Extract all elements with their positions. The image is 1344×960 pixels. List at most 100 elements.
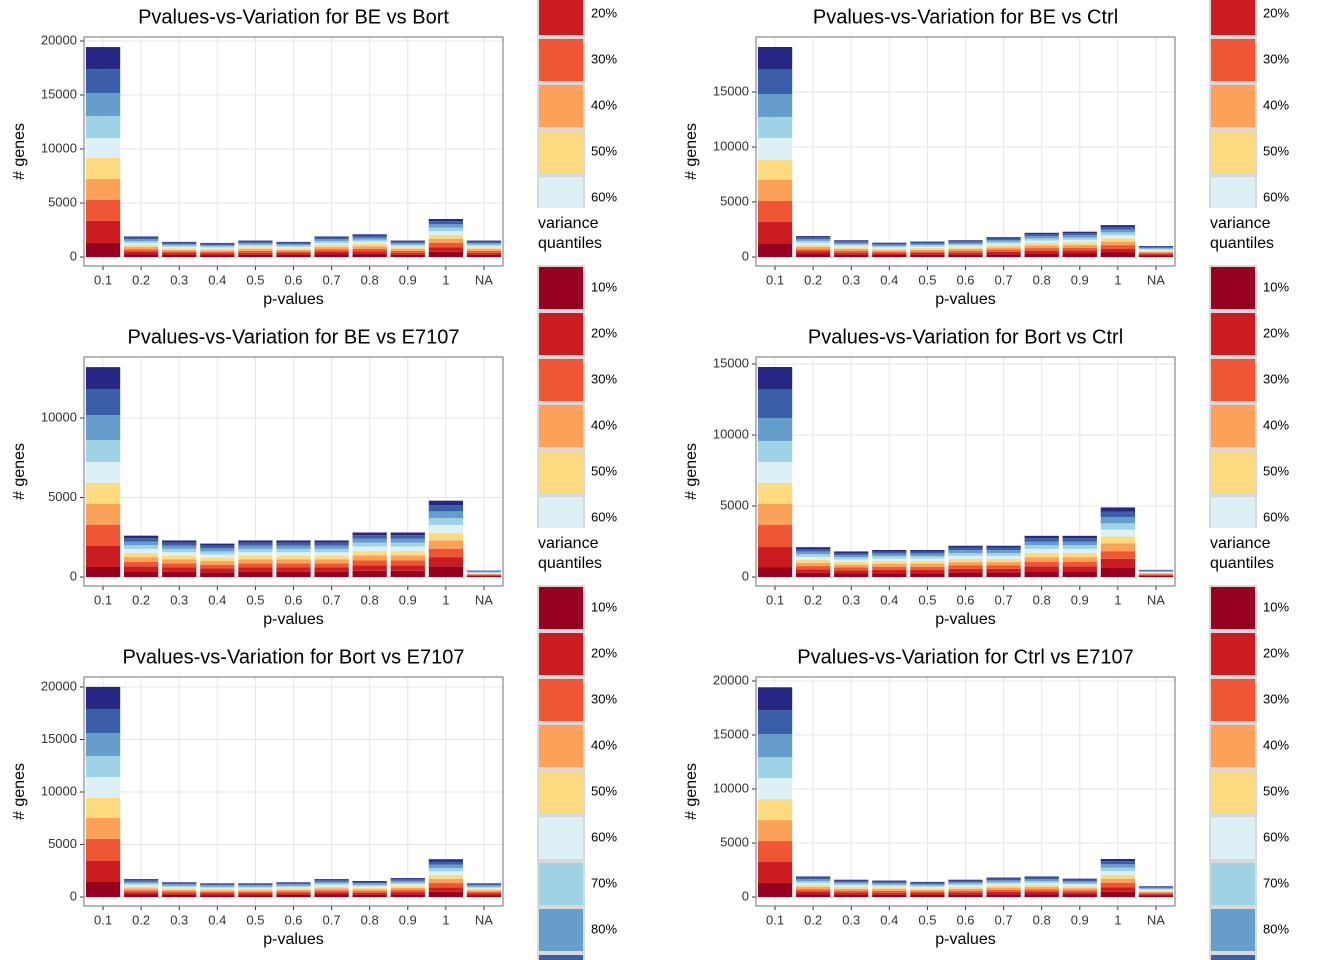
y-tick-label: 0 xyxy=(70,248,77,263)
bar-segment xyxy=(276,245,311,247)
bar-segment xyxy=(162,545,197,549)
chart-title: Pvalues-vs-Variation for Ctrl vs E7107 xyxy=(797,646,1133,668)
bar-segment xyxy=(948,555,983,559)
legend-key xyxy=(1209,449,1257,495)
plot-border xyxy=(755,36,1176,267)
x-axis-title: p-values xyxy=(263,291,323,308)
bar-segment xyxy=(238,890,273,892)
bar-segment xyxy=(200,255,235,258)
y-tick-label: 0 xyxy=(742,248,749,263)
bar-segment xyxy=(352,891,387,893)
bar-segment xyxy=(910,254,945,258)
x-tick-label: 0.6 xyxy=(284,272,302,287)
bar-segment xyxy=(390,570,425,578)
bar-segment xyxy=(1024,535,1059,539)
bar-segment xyxy=(986,547,1021,551)
bar-segment xyxy=(757,710,793,735)
x-tick-label: 0.2 xyxy=(804,592,822,607)
bar-segment xyxy=(1138,255,1174,258)
bar-segment xyxy=(466,252,502,255)
legend-label: 30% xyxy=(591,51,617,66)
bar-segment xyxy=(872,887,907,890)
bar-segment xyxy=(428,867,464,872)
bar-segment xyxy=(466,891,502,894)
x-tick-label: 0.2 xyxy=(132,592,150,607)
bar-segment xyxy=(757,482,793,505)
bar-segment xyxy=(834,240,869,242)
bar-segment xyxy=(948,547,983,551)
bar-segment xyxy=(85,220,121,243)
bar-segment xyxy=(1138,248,1174,250)
legend-key xyxy=(1209,129,1257,175)
x-tick-label: 0.2 xyxy=(132,272,150,287)
bar-segment xyxy=(1100,543,1136,552)
bar-segment xyxy=(948,565,983,569)
bar-segment xyxy=(276,249,311,252)
bar-segment xyxy=(390,546,425,552)
legend-key xyxy=(1209,815,1257,861)
bar-segment xyxy=(872,573,907,577)
bar-segment xyxy=(466,249,502,251)
bar-segment xyxy=(466,576,502,578)
bar-segment xyxy=(834,559,869,563)
bar-segment xyxy=(314,894,349,898)
bar-segment xyxy=(795,891,831,895)
bar-segment xyxy=(872,247,907,249)
bar-segment xyxy=(162,563,197,568)
bar-segment xyxy=(757,69,793,94)
bar-segment xyxy=(466,572,502,573)
bar-segment xyxy=(428,525,464,533)
bar-segment xyxy=(238,545,273,549)
legend-key xyxy=(1209,0,1257,37)
bar-segment xyxy=(1138,246,1174,248)
bar-segment xyxy=(123,883,159,885)
bar-segment xyxy=(1138,573,1174,575)
bar-segment xyxy=(238,885,273,887)
bar-segment xyxy=(1062,247,1097,251)
bar-segment xyxy=(466,573,502,575)
bar-segment xyxy=(1138,575,1174,577)
x-tick-label: 0.1 xyxy=(94,272,112,287)
bar-segment xyxy=(314,886,349,889)
bar-segment xyxy=(390,241,425,243)
y-tick-label: 0 xyxy=(742,568,749,583)
bar-segment xyxy=(238,567,273,572)
legend-title: variance quantiles xyxy=(538,535,603,572)
bar-segment xyxy=(795,556,831,560)
bar-segment xyxy=(1100,241,1136,246)
legend-key xyxy=(1209,631,1257,677)
bar-segment xyxy=(1100,523,1136,530)
bar-segment xyxy=(85,838,121,861)
bar-segment xyxy=(200,244,235,247)
x-tick-label: 0.4 xyxy=(208,912,226,927)
bar-segment xyxy=(200,568,235,573)
bar-segment xyxy=(276,889,311,892)
legend-title-box: variance quantiles xyxy=(1210,215,1274,252)
bar-segment xyxy=(1062,879,1097,882)
y-axis-title: # genes xyxy=(11,763,28,820)
bar-segment xyxy=(1062,878,1097,880)
bar-segment xyxy=(1062,557,1097,562)
bar-segment xyxy=(200,891,235,894)
x-tick-label: 0.8 xyxy=(361,272,379,287)
bar-segment xyxy=(910,550,945,552)
bar-segment xyxy=(238,552,273,556)
bar-segment xyxy=(352,892,387,895)
bar-segment xyxy=(1138,886,1174,887)
legend-key xyxy=(537,357,585,403)
bar-segment xyxy=(1100,517,1136,524)
legend-label: 50% xyxy=(591,143,617,158)
bar-segment xyxy=(238,895,273,898)
bar-segment xyxy=(948,885,983,887)
bar-segment xyxy=(795,876,831,878)
bar-segment xyxy=(757,116,793,138)
bar-segment xyxy=(123,254,159,258)
bar-segment xyxy=(1062,884,1097,887)
x-axis-title: p-values xyxy=(935,931,995,948)
bar-segment xyxy=(85,686,121,709)
bar-segment xyxy=(85,199,121,221)
bar-segment xyxy=(428,247,464,252)
bar-segment xyxy=(276,571,311,578)
bar-segment xyxy=(1138,890,1174,892)
legend-label: 30% xyxy=(591,691,617,706)
